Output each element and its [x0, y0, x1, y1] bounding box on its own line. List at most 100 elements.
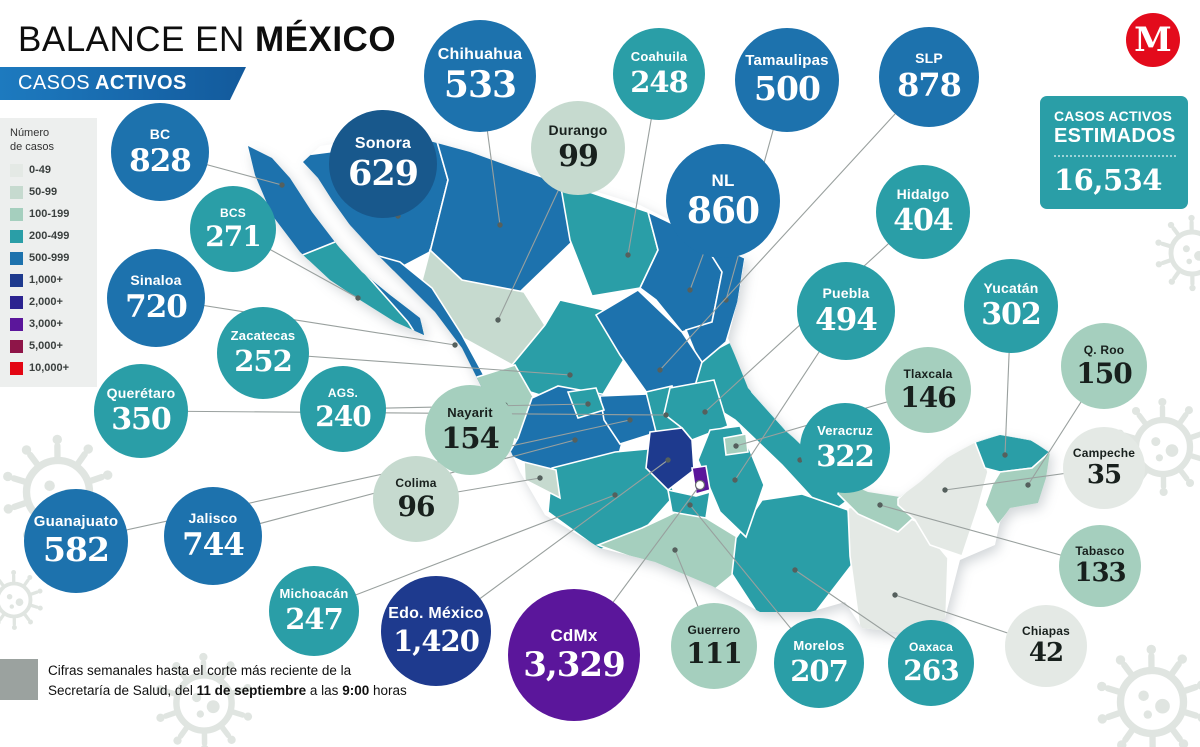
bubble-state-name: Zacatecas — [230, 328, 296, 344]
bubble-state-name: Tabasco — [1075, 543, 1125, 558]
bubble-state-name: Edo. México — [388, 604, 484, 622]
legend-item: 3,000+ — [10, 317, 93, 331]
map-dot — [1025, 482, 1031, 488]
map-state-puebla — [697, 425, 765, 539]
bubble-state-name: SLP — [915, 50, 943, 67]
bubble-coahuila: Coahuila 248 — [613, 28, 705, 120]
legend-label: 500-999 — [29, 252, 70, 264]
map-dot — [585, 401, 591, 407]
bubble-state-name: Coahuila — [630, 49, 688, 65]
map-dot — [657, 367, 663, 373]
bubble-state-name: Hidalgo — [896, 186, 950, 203]
bubble-value: 500 — [754, 69, 821, 109]
bubble-hidalgo: Hidalgo 404 — [876, 165, 970, 259]
bubble-value: 240 — [315, 400, 371, 434]
bubble-value: 828 — [129, 142, 192, 179]
bubble-state-name: Michoacán — [279, 586, 349, 602]
bubble-michoac-n: Michoacán 247 — [269, 566, 359, 656]
virus-watermark-icon — [1155, 214, 1200, 292]
estimate-dotted-divider — [1054, 155, 1176, 157]
bubble-state-name: BCS — [220, 205, 246, 220]
map-dot — [792, 567, 798, 573]
bubble-state-name: Sonora — [354, 134, 412, 152]
legend-item: 1,000+ — [10, 273, 93, 287]
bubble-state-name: Guanajuato — [33, 513, 119, 531]
legend-swatch — [10, 339, 23, 353]
legend-swatch — [10, 295, 23, 309]
legend-label: 200-499 — [29, 230, 70, 242]
bubble-value: 42 — [1028, 638, 1064, 669]
map-dot — [497, 222, 503, 228]
bubble-durango: Durango 99 — [531, 101, 625, 195]
bubble-value: 111 — [686, 637, 742, 671]
bubble-quer-taro: Querétaro 350 — [94, 364, 188, 458]
bubble-state-name: Campeche — [1072, 445, 1136, 460]
legend-item: 200-499 — [10, 229, 93, 243]
bubble-value: 271 — [205, 220, 261, 254]
legend-item: 100-199 — [10, 207, 93, 221]
map-dot — [665, 457, 671, 463]
legend-item: 0-49 — [10, 163, 93, 177]
bubble-state-name: BC — [149, 125, 171, 142]
leader-line — [659, 76, 930, 371]
bubble-state-name: Durango — [548, 122, 608, 139]
bubble-state-name: Q. Roo — [1083, 342, 1125, 357]
legend-swatch — [10, 251, 23, 265]
map-dot — [1002, 452, 1008, 458]
bubble-value: 533 — [443, 64, 517, 106]
legend: Número de casos 0-49 50-99 100-199 200-499 50… — [0, 118, 97, 387]
legend-swatch — [10, 229, 23, 243]
bubble-jalisco: Jalisco 744 — [164, 487, 262, 585]
bubble-state-name: Nayarit — [447, 405, 493, 421]
map-dot — [537, 475, 543, 481]
legend-label: 2,000+ — [29, 296, 63, 308]
legend-item: 5,000+ — [10, 339, 93, 353]
page-title-regular: BALANCE EN — [18, 20, 255, 59]
legend-item: 10,000+ — [10, 361, 93, 375]
bubble-state-name: Oaxaca — [909, 639, 953, 654]
bubble-q-roo: Q. Roo 150 — [1061, 323, 1147, 409]
map-dot — [452, 342, 458, 348]
milenio-logo-icon: M — [1126, 13, 1180, 67]
bubble-tlaxcala: Tlaxcala 146 — [885, 347, 971, 433]
bubble-zacatecas: Zacatecas 252 — [217, 307, 309, 399]
bubble-yucat-n: Yucatán 302 — [964, 259, 1058, 353]
bubble-value: 3,329 — [523, 644, 625, 685]
bubble-veracruz: Veracruz 322 — [800, 403, 890, 493]
subtitle-banner: CASOS ACTIVOS — [0, 67, 246, 100]
legend-swatch — [10, 207, 23, 221]
bubble-colima: Colima 96 — [373, 456, 459, 542]
legend-label: 1,000+ — [29, 274, 63, 286]
bubble-value: 744 — [182, 526, 245, 563]
bubble-state-name: CdMx — [550, 625, 598, 645]
bubble-state-name: Guerrero — [687, 622, 741, 637]
bubble-value: 207 — [790, 654, 849, 689]
bubble-value: 99 — [558, 139, 599, 175]
bubble-value: 302 — [981, 297, 1042, 333]
legend-swatch — [10, 317, 23, 331]
legend-label: 50-99 — [29, 186, 58, 198]
bubble-state-name: Yucatán — [983, 280, 1039, 297]
bubble-state-name: Puebla — [822, 284, 870, 301]
bubble-morelos: Morelos 207 — [774, 618, 864, 708]
bubble-slp: SLP 878 — [879, 27, 979, 127]
leader-line — [262, 352, 571, 376]
cdmx-map-dot — [694, 479, 706, 491]
bubble-value: 252 — [234, 344, 293, 379]
legend-label: 3,000+ — [29, 318, 63, 330]
footnote: Cifras semanales hasta el corte más reci… — [0, 659, 407, 702]
map-dot — [355, 295, 361, 301]
page-title-bold: MÉXICO — [254, 20, 397, 59]
map-dot — [279, 182, 285, 188]
bubble-value: 133 — [1074, 558, 1126, 589]
map-dot — [672, 547, 678, 553]
bubble-value: 350 — [111, 402, 172, 438]
bubble-value: 1,420 — [393, 623, 480, 658]
map-dot — [627, 417, 633, 423]
estimated-cases-box: CASOS ACTIVOS ESTIMADOS 16,534 — [1040, 96, 1188, 209]
bubble-puebla: Puebla 494 — [797, 262, 895, 360]
bubble-state-name: Veracruz — [817, 423, 873, 439]
bubble-bc: BC 828 — [111, 103, 209, 201]
map-dot — [663, 412, 669, 418]
